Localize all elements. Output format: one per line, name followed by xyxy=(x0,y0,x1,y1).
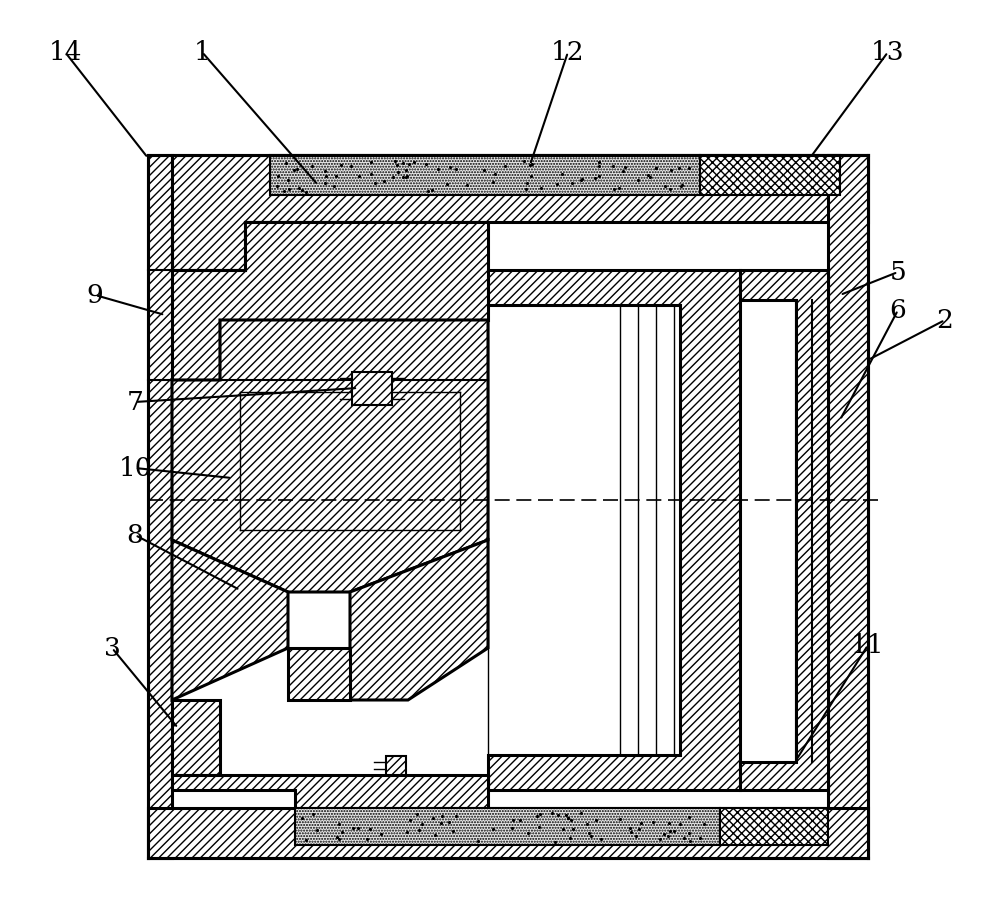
Polygon shape xyxy=(172,775,488,808)
Polygon shape xyxy=(386,756,406,775)
Text: 10: 10 xyxy=(118,456,152,481)
Text: 2: 2 xyxy=(937,308,953,332)
Text: 7: 7 xyxy=(127,390,143,414)
Polygon shape xyxy=(352,372,392,405)
Text: 8: 8 xyxy=(127,522,143,547)
Polygon shape xyxy=(295,808,720,845)
Text: 9: 9 xyxy=(87,283,103,308)
Text: 5: 5 xyxy=(890,260,906,285)
Polygon shape xyxy=(350,540,488,700)
Text: 11: 11 xyxy=(851,633,885,658)
Polygon shape xyxy=(828,155,868,858)
Polygon shape xyxy=(740,270,828,790)
Text: 12: 12 xyxy=(551,40,585,64)
Polygon shape xyxy=(270,155,700,195)
Polygon shape xyxy=(172,320,488,592)
Polygon shape xyxy=(148,700,172,808)
Text: 3: 3 xyxy=(104,635,120,660)
Polygon shape xyxy=(172,222,488,380)
Polygon shape xyxy=(488,305,680,755)
Polygon shape xyxy=(720,808,828,845)
Polygon shape xyxy=(172,700,220,775)
Text: 14: 14 xyxy=(48,40,82,64)
Text: 6: 6 xyxy=(890,297,906,322)
Text: 1: 1 xyxy=(194,40,210,64)
Polygon shape xyxy=(488,270,740,790)
Polygon shape xyxy=(172,540,288,700)
Polygon shape xyxy=(700,155,840,195)
Polygon shape xyxy=(288,648,350,700)
Polygon shape xyxy=(172,155,868,270)
Text: 13: 13 xyxy=(871,40,905,64)
Polygon shape xyxy=(148,155,172,858)
Polygon shape xyxy=(148,808,868,858)
